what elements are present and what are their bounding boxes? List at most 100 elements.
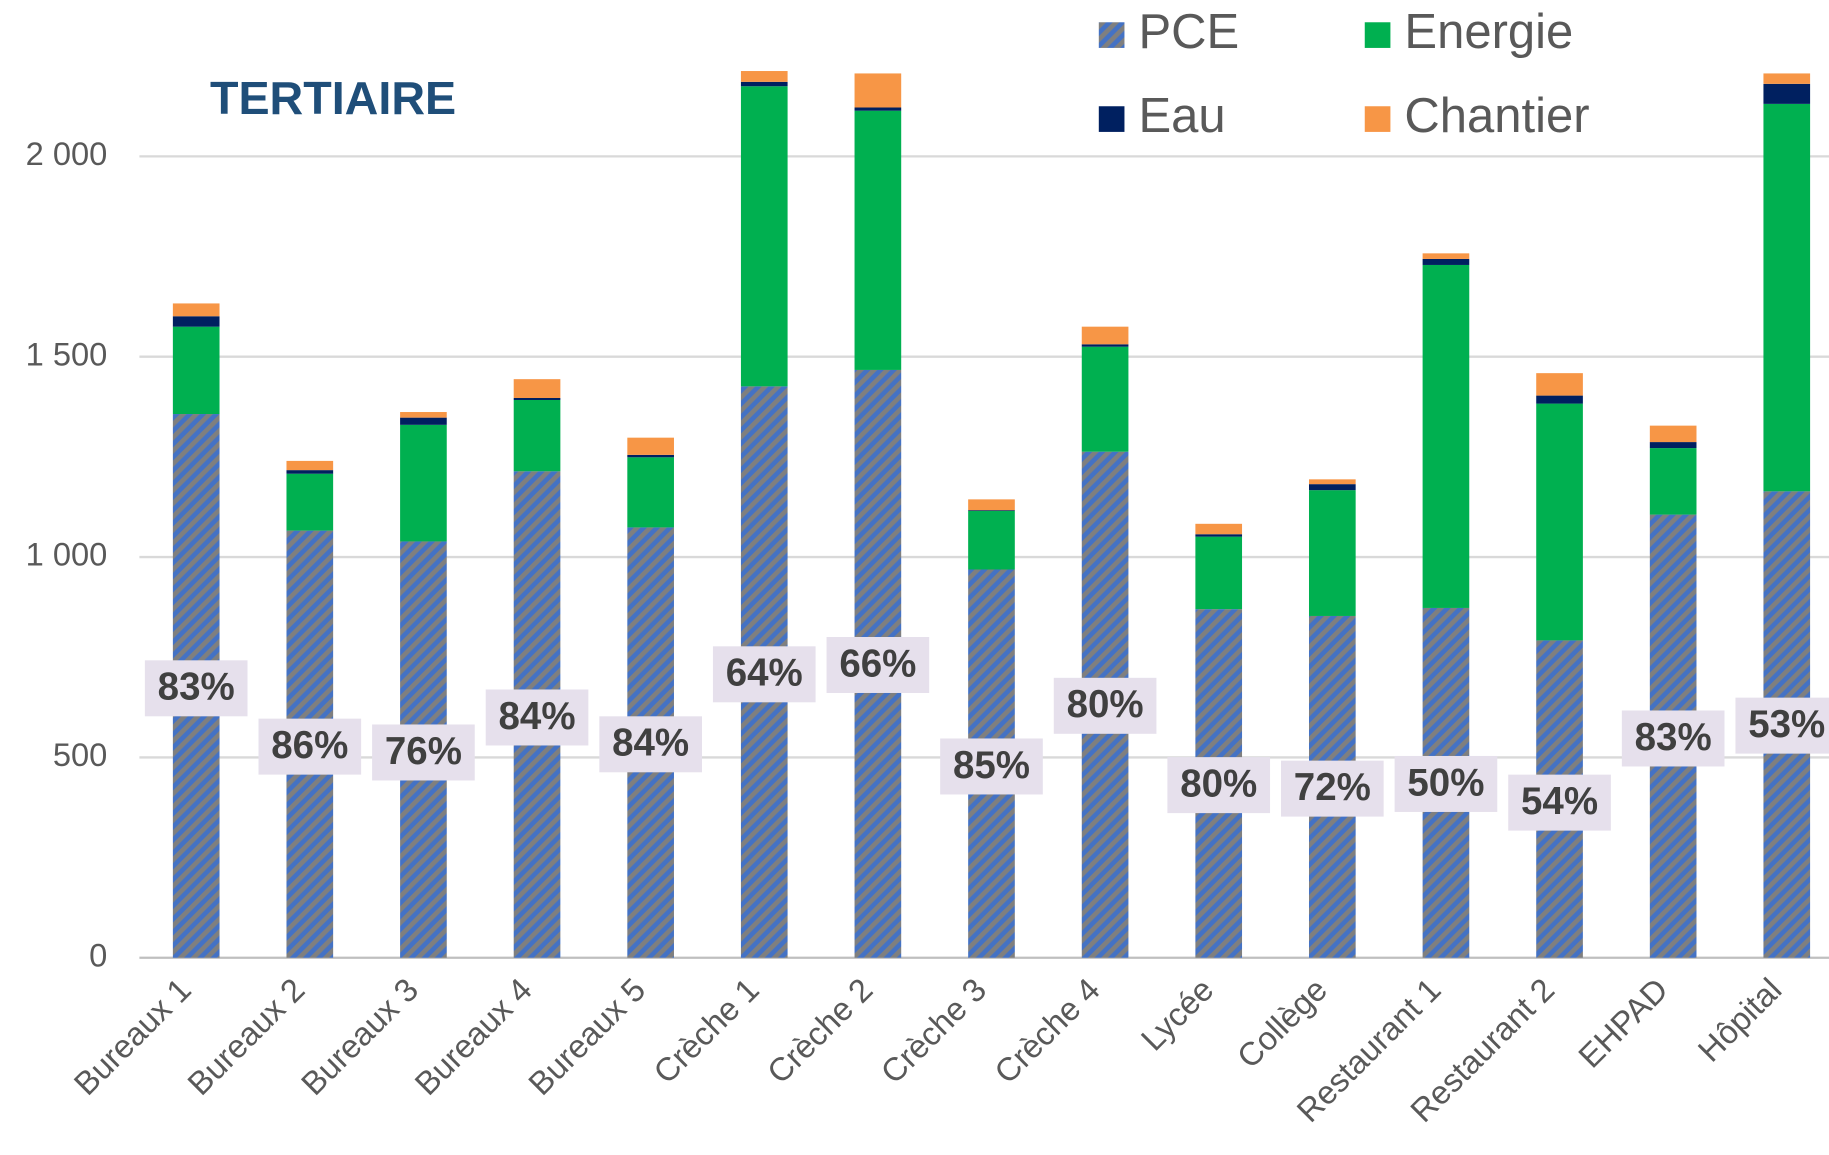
bar-segment — [968, 510, 1015, 511]
share-label: 86% — [271, 724, 348, 767]
share-label-box — [1280, 760, 1384, 817]
share-label-box — [940, 738, 1043, 795]
bar-segment — [1422, 253, 1470, 259]
bar-segment — [1081, 326, 1129, 345]
bar-segment — [1195, 523, 1243, 535]
x-tick-label: Bureaux 4 — [407, 971, 538, 1102]
bar-segment — [1763, 83, 1811, 104]
x-tick-label: Collège — [1230, 971, 1334, 1075]
bar-segment — [1763, 73, 1811, 84]
share-label: 66% — [839, 642, 916, 685]
legend-swatch — [1098, 22, 1125, 48]
bar-segment — [400, 417, 447, 425]
bar-segment — [627, 454, 674, 458]
bar-segment — [854, 110, 902, 370]
chart-title: TERTIAIRE — [210, 72, 456, 124]
legend-label: PCE — [1138, 5, 1239, 59]
share-label-box — [485, 689, 589, 746]
x-tick-label: EHPAD — [1571, 971, 1675, 1075]
bar-segment — [1422, 264, 1470, 608]
bar-segment — [172, 326, 220, 415]
bar-segment — [400, 424, 447, 542]
share-label-box — [712, 646, 816, 703]
bar-segment — [1195, 534, 1243, 537]
x-tick-label: Crèche 3 — [873, 971, 993, 1091]
share-label-box — [826, 636, 930, 693]
bar-segment — [627, 457, 674, 528]
bar-segment — [1081, 344, 1129, 347]
bar-segment — [1763, 103, 1811, 492]
share-label: 84% — [612, 722, 689, 765]
y-tick-label: 2 000 — [26, 135, 108, 172]
y-tick-label: 1 000 — [26, 536, 108, 573]
share-label: 83% — [158, 666, 235, 709]
share-label: 53% — [1748, 703, 1825, 746]
bar-segment — [1308, 490, 1356, 616]
share-label: 83% — [1635, 716, 1712, 759]
legend-swatch — [1098, 106, 1125, 132]
bar-segment — [1649, 448, 1697, 515]
bar-segment — [286, 460, 334, 471]
bar-segment — [1536, 373, 1583, 396]
x-tick-label: Bureaux 2 — [180, 971, 311, 1102]
bar-segment — [1536, 403, 1583, 641]
legend-label: Chantier — [1404, 89, 1589, 143]
legend-swatch — [1364, 22, 1391, 48]
bar-segment — [1649, 442, 1697, 449]
share-label: 64% — [726, 652, 803, 695]
share-label-box — [599, 716, 702, 773]
bar-segment — [1195, 536, 1243, 610]
bar-segment — [968, 499, 1015, 511]
bar-segment — [854, 107, 902, 111]
bar-segment — [400, 412, 447, 418]
share-label-box — [1508, 774, 1611, 831]
bar-segment — [513, 379, 561, 398]
bar-segment — [513, 397, 561, 400]
share-label-box — [144, 660, 248, 717]
share-label-box — [1735, 697, 1829, 754]
y-tick-label: 0 — [89, 936, 107, 973]
share-label: 84% — [499, 695, 576, 738]
share-label: 54% — [1521, 780, 1598, 823]
share-label-box — [258, 718, 362, 775]
bar-segment — [1649, 425, 1697, 443]
bar-segment — [1536, 395, 1583, 404]
share-label-box — [1053, 677, 1157, 734]
x-tick-label: Lycée — [1133, 971, 1220, 1058]
bar-segment — [1081, 346, 1129, 452]
x-tick-label: Bureaux 5 — [521, 971, 652, 1102]
x-tick-label: Hôpital — [1690, 971, 1788, 1069]
bar-segment — [172, 316, 220, 327]
bar-segment — [627, 437, 674, 455]
share-label: 80% — [1067, 683, 1144, 726]
x-tick-label: Crèche 2 — [760, 971, 880, 1091]
bar-segment — [740, 71, 788, 82]
bar-segment — [1422, 258, 1470, 265]
bar-segment — [968, 510, 1015, 570]
y-tick-label: 1 500 — [26, 335, 108, 372]
legend-label: Energie — [1404, 5, 1573, 59]
share-label: 80% — [1180, 762, 1257, 805]
bar-segment — [286, 473, 334, 531]
y-tick-label: 500 — [53, 736, 108, 773]
x-tick-label: Crèche 4 — [987, 971, 1107, 1091]
bar-segment — [1308, 484, 1356, 491]
share-label: 76% — [385, 730, 462, 773]
x-tick-label: Crèche 1 — [646, 971, 766, 1091]
bar-segment — [513, 399, 561, 472]
share-label-box — [1167, 757, 1271, 814]
bar-segment — [740, 81, 788, 87]
x-tick-label: Bureaux 1 — [66, 971, 197, 1102]
bar-segment — [854, 73, 902, 108]
share-label-box — [372, 724, 475, 781]
share-label: 85% — [953, 744, 1030, 787]
bar-segment — [740, 86, 788, 387]
bar-segment — [172, 303, 220, 317]
bar-segment — [1308, 479, 1356, 485]
share-label-box — [1621, 710, 1725, 767]
legend-label: Eau — [1138, 89, 1225, 143]
share-label-box — [1394, 755, 1498, 812]
legend-swatch — [1364, 106, 1391, 132]
bar-segment — [286, 470, 334, 474]
